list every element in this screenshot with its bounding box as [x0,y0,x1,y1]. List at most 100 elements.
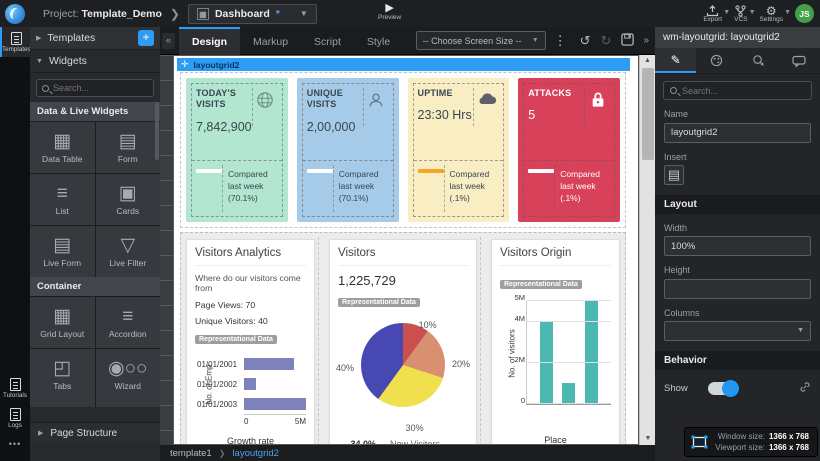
widget-tile-live-form[interactable]: ▤ Live Form [30,226,95,277]
show-toggle[interactable] [708,380,739,397]
settings-button[interactable]: ⚙ Settings ▼ [760,5,792,23]
visitors-card[interactable]: Visitors 1,225,729 Representational Data… [329,239,477,444]
breadcrumb-page[interactable]: template1 [170,447,212,459]
screen-size-value: -- Choose Screen Size -- [422,35,522,46]
list-icon: ≡ [56,182,68,204]
canvas-scrollbar[interactable]: ▲ ▼ [639,55,655,445]
tab-style[interactable]: Style [366,35,391,48]
page-selector-dropdown[interactable]: ▦ Dashboard * ▼ [187,3,317,24]
selection-header[interactable]: ✛ layoutgrid2 [177,58,630,71]
stat-cards-row: TODAY'S VISITS 7,842,900 Compared last wee… [180,72,626,228]
visitors-origin-card[interactable]: Visitors Origin Representational Data No… [491,239,620,444]
chat-icon [792,55,806,67]
tab-markup[interactable]: Markup [253,35,289,48]
more-actions-icon[interactable]: ⋮ [553,32,567,48]
stat-card-unique-visits[interactable]: UNIQUE VISITS 2,00,000 Compared last week … [296,78,399,222]
properties-tabs: ✎ [655,48,820,74]
x-axis-title: Growth rate [226,436,275,445]
widget-tile-data-table[interactable]: ▦ Data Table [30,122,95,173]
widget-tile-grid-layout[interactable]: ▦ Grid Layout [30,297,95,348]
canvas-page[interactable]: ✛ layoutgrid2 TODAY'S VISITS 7,842,900 Com… [173,55,639,445]
sidebar-item-templates[interactable]: Templates [0,27,31,57]
visitors-analytics-card[interactable]: Visitors Analytics Where do our visitors… [186,239,315,445]
representational-data-badge: Representational Data [338,298,420,307]
name-field[interactable] [664,122,811,143]
pie [361,323,445,407]
chart-title: Visitors Analytics [195,247,306,266]
collapse-right-panel-button[interactable]: » [643,35,649,46]
more-options-icon[interactable]: ••• [8,439,22,449]
pie-slice-label: 30% [405,423,424,433]
bind-property-icon[interactable] [799,380,811,398]
y-axis-label: No. of Emp [204,364,214,405]
sidebar-item-tutorials[interactable]: Tutorials [0,373,30,403]
logs-icon [9,408,21,421]
collapse-left-panel-button[interactable]: « [162,32,175,49]
bar-category-label: 01/01/2002 [197,379,238,389]
redo-button[interactable]: ↻ [600,32,612,48]
widget-search-input[interactable] [53,83,143,93]
wavemaker-logo-icon[interactable] [5,3,25,24]
widget-label: Form [117,153,138,164]
tutorials-icon [9,378,21,391]
widget-tile-partial[interactable]: ▬ [30,400,95,407]
widget-tile-wizard[interactable]: ◉○○ Wizard [95,349,160,400]
widget-tile-cards[interactable]: ▣ Cards [95,174,160,225]
tab-properties[interactable]: ✎ [655,48,697,73]
widget-tile-form[interactable]: ▤ Form [95,122,160,173]
widget-tile-tabs[interactable]: ◰ Tabs [30,349,95,400]
y-tick: 2M [514,354,525,364]
user-avatar[interactable]: JS [795,4,814,23]
widget-search[interactable] [36,79,154,97]
properties-search-input[interactable] [682,85,792,96]
bar [244,378,257,390]
widget-tile-list[interactable]: ≡ List [30,174,95,225]
avatar-initials: JS [799,8,810,19]
stat-accent-bar [528,168,555,173]
stat-card-uptime[interactable]: UPTIME 23:30 Hrs Compared last week (.1%) [407,78,510,222]
breadcrumb-widget[interactable]: layoutgrid2 [232,447,279,459]
tab-events[interactable] [779,48,820,73]
tab-design[interactable]: Design [179,26,241,55]
charts-row: Visitors Analytics Where do our visitors… [180,232,626,445]
bar [562,383,576,404]
height-field[interactable] [664,278,811,299]
scrollbar-thumb[interactable] [642,68,654,160]
add-template-button[interactable]: + [138,30,154,46]
widget-tile-partial[interactable]: … [95,400,160,407]
screen-size-dropdown[interactable]: -- Choose Screen Size -- ▼ [415,31,546,50]
undo-button[interactable]: ↺ [579,32,591,48]
chevron-down-icon: ▼ [797,327,804,334]
insert-row-button[interactable]: ▤ [664,164,684,185]
stat-card-today-s-visits[interactable]: TODAY'S VISITS 7,842,900 Compared last wee… [186,78,288,222]
designer-toolbar: « Design Markup Script Style -- Choose Scre… [160,26,655,55]
export-button[interactable]: Export ▼ [703,4,730,23]
properties-search[interactable] [663,81,812,100]
stat-card-value: 5 [528,108,536,123]
panel-scrollbar[interactable] [155,102,159,160]
widget-tile-live-filter[interactable]: ▽ Live Filter [95,226,160,277]
save-button[interactable] [616,32,639,49]
chevron-right-icon: ▶ [38,430,44,437]
preview-button[interactable]: ▶ Preview [378,2,401,21]
tab-script[interactable]: Script [314,35,341,48]
visitors-legend: 34.0%New Visitors56.0%Return Visitors [338,439,468,444]
tab-inspect[interactable] [738,48,779,73]
widget-row-partial: ▬ … [30,400,160,407]
scroll-down-icon[interactable]: ▼ [644,435,652,442]
selection-label: layoutgrid2 [193,59,240,70]
vcs-button[interactable]: VCS ▼ [734,4,756,23]
page-structure-section[interactable]: ▶ Page Structure [30,422,160,443]
columns-select[interactable]: ▼ [664,320,811,341]
stat-card-attacks[interactable]: ATTACKS 5 Compared last week (.1%) [518,78,620,222]
name-label: Name [664,109,689,119]
insert-label: Insert [664,151,687,162]
scroll-up-icon[interactable]: ▲ [644,57,651,64]
widget-tile-accordion[interactable]: ≡ Accordion [95,297,160,348]
templates-section-header[interactable]: ▶ Templates + [30,27,160,50]
widgets-section-header[interactable]: ▼ Widgets [30,50,160,73]
width-field[interactable] [664,236,811,256]
sidebar-item-logs[interactable]: Logs [0,403,30,433]
designer-tabs: Design Markup Script Style [179,26,403,55]
tab-styles[interactable] [696,48,737,73]
